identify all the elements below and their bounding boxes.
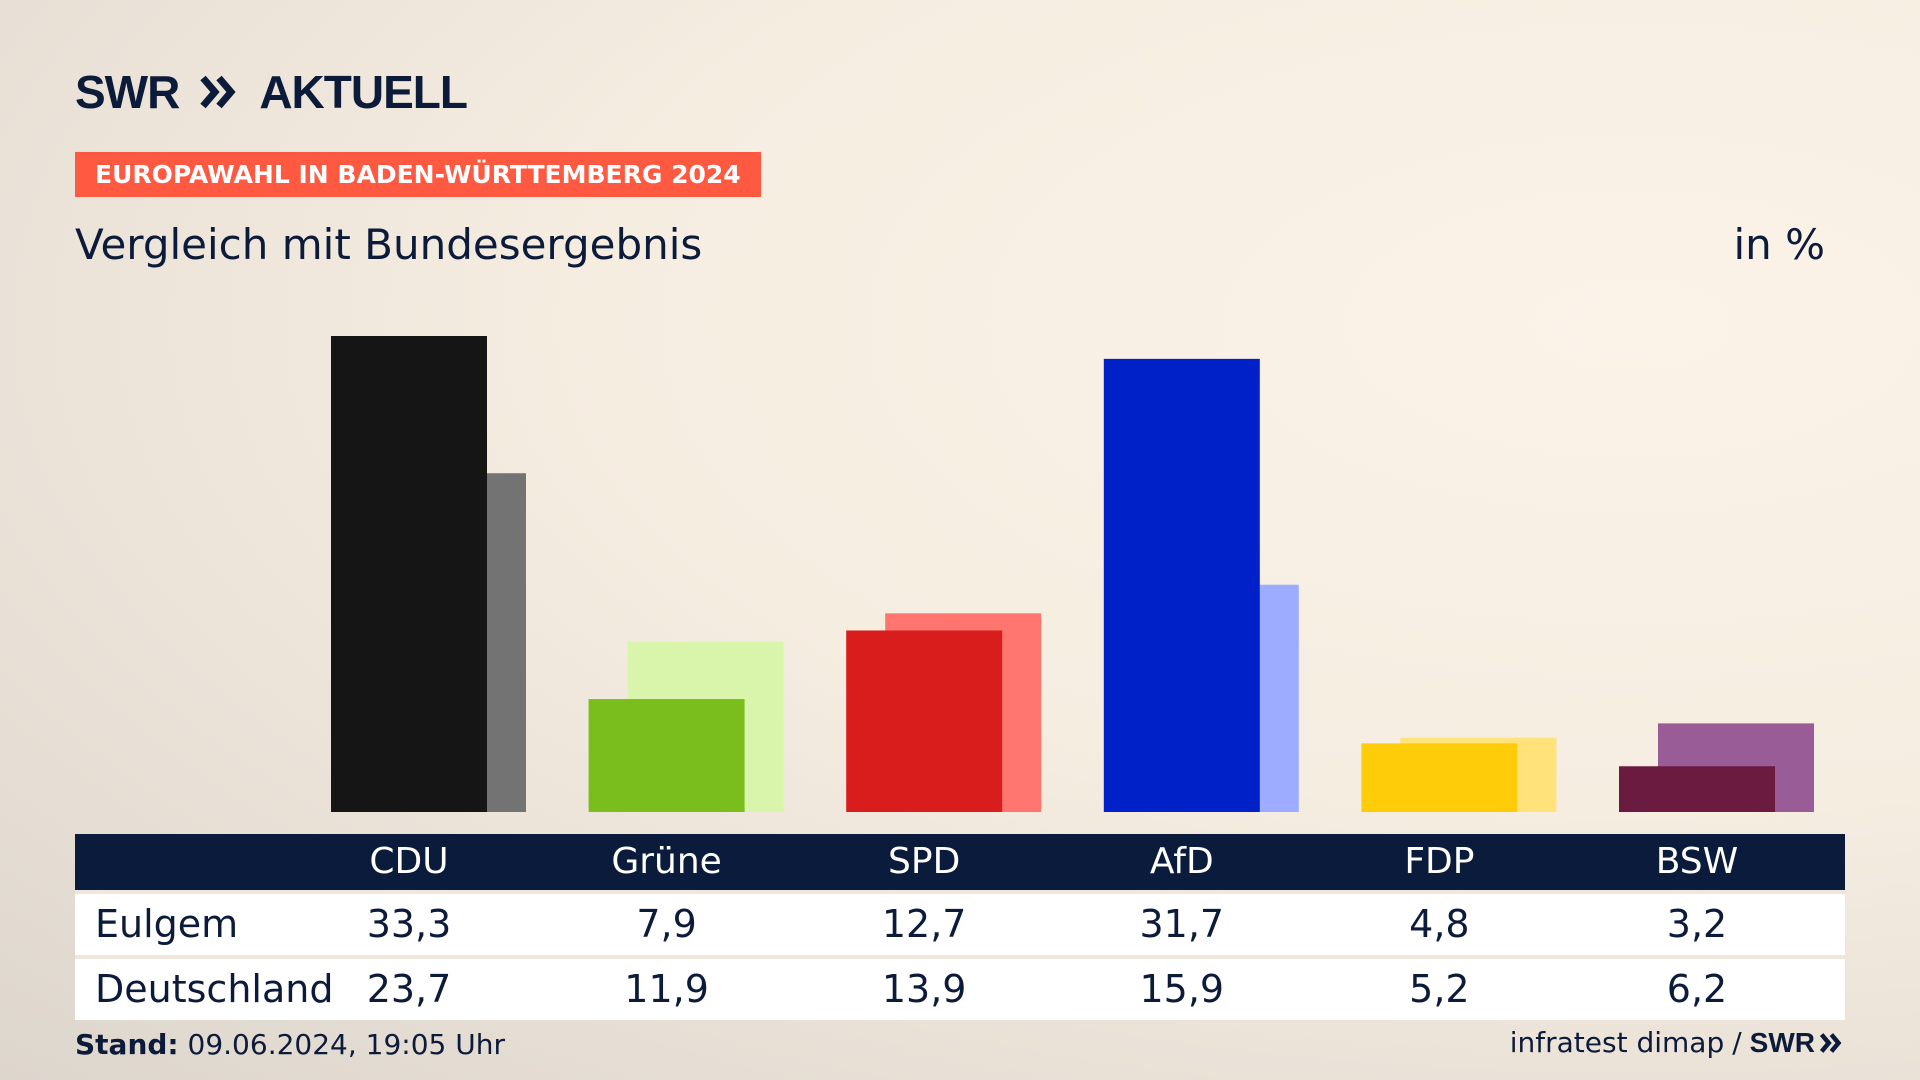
value-eulgem-fdp: 4,8 <box>1409 902 1470 946</box>
row-label-deutschland: Deutschland <box>95 967 334 1011</box>
bar-eulgem-grüne <box>588 699 745 812</box>
aktuell-logo-text: AKTUELL <box>259 66 468 118</box>
bar-eulgem-cdu <box>331 336 487 812</box>
swr-logo-text: SWR <box>75 66 180 118</box>
value-deutschland-cdu: 23,7 <box>366 967 452 1011</box>
source-credit: infratest dimap / SWR <box>1510 1026 1845 1059</box>
table-header: CDU Grüne SPD AfD FDP BSW <box>75 834 1845 890</box>
value-eulgem-cdu: 33,3 <box>366 902 452 946</box>
category-label-cdu: CDU <box>369 841 449 882</box>
chevron-double-right-icon <box>1819 1032 1842 1053</box>
category-label-spd: SPD <box>888 841 961 882</box>
stand-value: 09.06.2024, 19:05 Uhr <box>187 1028 505 1061</box>
results-table: CDU Grüne SPD AfD FDP BSW Eulgem 33,3 7,9 12,7 3… <box>75 834 1845 1020</box>
value-deutschland-fdp: 5,2 <box>1409 967 1470 1011</box>
value-eulgem-afd: 31,7 <box>1139 902 1225 946</box>
row-label-eulgem: Eulgem <box>95 902 239 946</box>
category-label-fdp: FDP <box>1404 841 1475 882</box>
bar-eulgem-fdp <box>1361 743 1518 812</box>
value-deutschland-grüne: 11,9 <box>624 967 709 1011</box>
bar-eulgem-spd <box>846 630 1003 812</box>
chevron-double-right-icon <box>200 75 236 109</box>
unit-label: in % <box>1733 220 1825 269</box>
value-deutschland-bsw: 6,2 <box>1666 967 1728 1011</box>
value-eulgem-bsw: 3,2 <box>1666 902 1728 946</box>
chart-subtitle: Vergleich mit Bundesergebnis <box>75 220 703 269</box>
timestamp: Stand: 09.06.2024, 19:05 Uhr <box>75 1028 505 1061</box>
source-separator: / <box>1732 1026 1742 1059</box>
table-row-deutschland: Deutschland 23,7 11,9 13,9 15,9 5,2 6,2 <box>75 955 1845 1020</box>
category-label-afd: AfD <box>1149 841 1214 882</box>
source-text: infratest dimap <box>1509 1026 1725 1059</box>
value-eulgem-grüne: 7,9 <box>636 902 697 946</box>
bar-eulgem-afd <box>1103 358 1260 812</box>
bar-eulgem-bsw <box>1619 766 1775 812</box>
category-label-bsw: BSW <box>1655 841 1739 882</box>
swr-aktuell-logo: SWR AKTUELL <box>75 66 468 118</box>
stand-label: Stand: <box>75 1028 179 1061</box>
election-banner: EUROPAWAHL IN BADEN-WÜRTTEMBERG 2024 <box>75 152 761 197</box>
value-deutschland-spd: 13,9 <box>881 967 967 1011</box>
swr-small-logo-text: SWR <box>1749 1026 1815 1058</box>
swr-small-logo: SWR <box>1750 1027 1845 1059</box>
category-label-grüne: Grüne <box>611 841 722 882</box>
table-row-eulgem: Eulgem 33,3 7,9 12,7 31,7 4,8 3,2 <box>75 890 1845 955</box>
value-deutschland-afd: 15,9 <box>1139 967 1225 1011</box>
value-eulgem-spd: 12,7 <box>881 902 967 946</box>
